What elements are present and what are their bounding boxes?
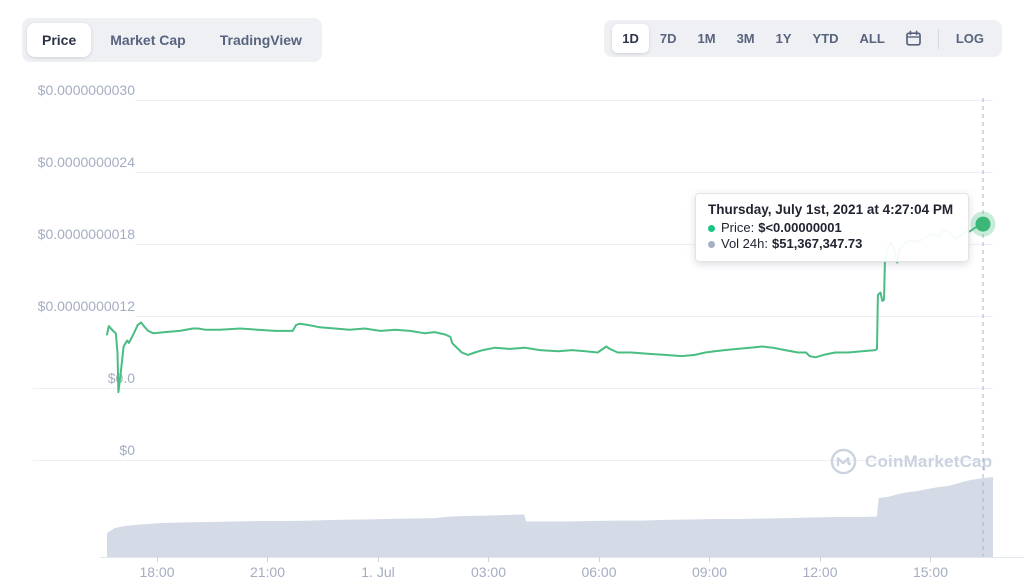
y-axis-label: $0 [119, 441, 135, 458]
x-axis-tick [709, 557, 710, 562]
x-axis-label: 12:00 [802, 564, 838, 580]
x-axis-label: 15:00 [912, 564, 949, 580]
y-gridline [135, 316, 993, 317]
range-1m-button[interactable]: 1M [697, 31, 716, 46]
volume-bullet-icon [708, 240, 715, 248]
y-gridline [135, 244, 993, 245]
y-axis-label: $0.0 [107, 369, 135, 386]
range-all-button[interactable]: ALL [859, 31, 885, 46]
tooltip-volume-label: Vol 24h: [721, 236, 768, 251]
x-axis-label: 21:00 [249, 564, 286, 580]
x-axis-tick [267, 557, 268, 562]
tooltip-price-row: Price: $<0.00000001 [708, 220, 956, 236]
y-axis-label: $0.0000000018 [37, 225, 135, 242]
tooltip-price-value: $<0.00000001 [758, 220, 842, 235]
watermark-text: CoinMarketCap [865, 451, 993, 471]
range-1d-button[interactable]: 1D [612, 24, 649, 53]
x-axis-tick [819, 557, 821, 562]
y-axis-label: $0.0000000024 [37, 153, 135, 170]
x-axis-tick [598, 557, 600, 562]
tooltip-volume-row: Vol 24h: $51,367,347.73 [708, 236, 956, 252]
tooltip-timestamp: Thursday, July 1st, 2021 at 4:27:04 PM [708, 202, 954, 217]
chart-type-tabs: Price Market Cap TradingView [22, 18, 322, 62]
range-3m-button[interactable]: 3M [736, 31, 755, 46]
chart-tooltip: Thursday, July 1st, 2021 at 4:27:04 PM P… [695, 193, 969, 262]
calendar-button[interactable] [896, 24, 931, 53]
range-7d-button[interactable]: 7D [659, 31, 677, 46]
range-ytd-button[interactable]: YTD [812, 31, 839, 46]
y-axis-label: $0.0000000012 [37, 297, 135, 314]
tooltip-price-label: Price: [721, 220, 755, 235]
x-axis-tick [156, 557, 158, 562]
tab-market-cap[interactable]: Market Cap [110, 32, 186, 48]
volume-area [107, 477, 993, 557]
y-gridline [33, 460, 993, 461]
toolbar-divider [937, 28, 939, 49]
x-axis-label: 03:00 [470, 564, 507, 580]
y-gridline [135, 100, 993, 101]
log-scale-button[interactable]: LOG [955, 31, 984, 46]
price-bullet-icon [708, 224, 715, 232]
y-gridline [33, 388, 993, 389]
y-gridline [135, 172, 993, 173]
tab-tradingview[interactable]: TradingView [219, 32, 302, 48]
x-axis-label: 06:00 [581, 564, 617, 580]
crosshair-dot [975, 216, 991, 232]
calendar-icon [905, 30, 922, 47]
x-axis-label: 18:00 [139, 564, 175, 580]
y-axis-label: $0.0000000030 [37, 81, 135, 98]
coinmarketcap-logo-icon [830, 448, 857, 475]
tab-price[interactable]: Price [27, 23, 92, 57]
range-1y-button[interactable]: 1Y [775, 31, 792, 46]
range-toolbar: 1D 7D 1M 3M 1Y YTD ALL LOG [604, 20, 1002, 57]
x-axis-tick [930, 557, 931, 562]
tooltip-volume-value: $51,367,347.73 [772, 236, 863, 251]
x-axis-label: 09:00 [691, 564, 728, 580]
x-axis-label: 1. Jul [361, 564, 395, 580]
x-axis-tick [488, 557, 489, 562]
watermark: CoinMarketCap [830, 448, 992, 475]
x-axis-tick [377, 557, 379, 562]
